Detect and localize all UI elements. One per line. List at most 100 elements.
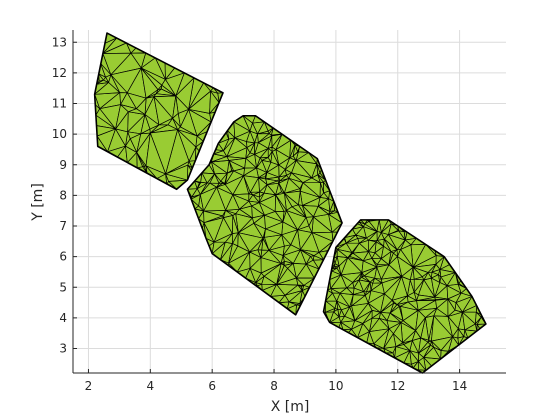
mesh-triangle: [435, 298, 449, 309]
mesh-triangle: [440, 336, 453, 352]
mesh-region-3: [322, 219, 487, 374]
mesh-triangle: [398, 230, 406, 241]
mesh-triangle: [380, 293, 393, 313]
mesh-triangle: [228, 245, 250, 264]
mesh-triangle: [401, 266, 414, 281]
mesh-triangle: [340, 274, 354, 289]
mesh-triangle: [336, 300, 342, 311]
mesh-triangle: [376, 264, 390, 280]
mesh-triangle: [145, 89, 159, 99]
x-tick-label: 12: [390, 379, 405, 393]
mesh-triangle: [352, 291, 366, 296]
mesh-triangle: [261, 275, 277, 285]
mesh-triangle: [258, 192, 277, 203]
y-tick-label: 13: [52, 35, 67, 49]
mesh-triangle: [153, 93, 177, 97]
mesh-triangle: [243, 175, 259, 193]
mesh-triangle: [296, 277, 305, 286]
mesh-triangle: [120, 104, 137, 113]
mesh-triangle: [339, 287, 354, 295]
mesh-triangle: [94, 82, 121, 95]
mesh-triangle: [203, 210, 223, 224]
y-tick-label: 7: [59, 219, 67, 233]
x-tick-label: 10: [328, 379, 343, 393]
mesh-triangle: [136, 152, 145, 168]
mesh-triangle: [418, 337, 429, 354]
mesh-triangle: [191, 188, 201, 198]
mesh-triangle: [289, 139, 296, 159]
mesh-triangle: [474, 311, 482, 325]
mesh-triangle: [325, 308, 336, 313]
mesh-triangle: [336, 248, 353, 258]
mesh-triangle: [438, 269, 442, 278]
mesh-triangle: [245, 153, 257, 169]
mesh-triangle: [275, 194, 287, 212]
mesh-triangle: [226, 156, 247, 161]
mesh-triangle: [362, 258, 378, 268]
mesh-triangle: [196, 182, 202, 190]
mesh-triangle: [213, 233, 233, 243]
mesh-triangle: [447, 292, 462, 303]
y-tick-label: 6: [59, 250, 67, 264]
mesh-triangle: [407, 295, 417, 303]
y-tick-label: 11: [52, 97, 67, 111]
mesh-triangle: [305, 216, 314, 227]
mesh-triangle: [357, 237, 367, 244]
mesh-triangle: [214, 173, 222, 184]
mesh-triangle: [257, 249, 263, 258]
mesh-triangle: [340, 315, 356, 323]
mesh-triangle: [369, 328, 390, 345]
y-tick-label: 4: [59, 311, 67, 325]
mesh-triangle: [400, 320, 416, 331]
mesh-triangle: [409, 350, 419, 365]
x-tick-label: 4: [147, 379, 155, 393]
mesh-triangle: [288, 177, 304, 189]
mesh-triangle: [220, 180, 226, 184]
mesh-triangle: [246, 130, 256, 144]
mesh-triangle: [249, 257, 262, 274]
mesh-region-boundary: [93, 32, 224, 191]
mesh-triangle: [452, 328, 459, 339]
mesh-triangle: [203, 217, 224, 243]
mesh-triangle: [334, 263, 340, 267]
x-tick-label: 14: [452, 379, 467, 393]
mesh-triangle: [264, 228, 283, 238]
mesh-triangle: [265, 176, 280, 182]
y-tick-label: 12: [52, 66, 67, 80]
mesh-triangle: [412, 266, 429, 278]
mesh-triangle: [286, 172, 292, 179]
mesh-triangle: [351, 320, 364, 330]
mesh-triangle: [316, 163, 321, 176]
mesh-triangle: [328, 210, 335, 215]
y-tick-label: 9: [59, 158, 67, 172]
mesh-triangle: [395, 344, 411, 351]
mesh-triangle: [96, 79, 109, 85]
mesh-triangle: [352, 272, 363, 283]
x-tick-label: 6: [208, 379, 216, 393]
y-tick-label: 5: [59, 280, 67, 294]
mesh-triangle: [396, 239, 406, 251]
mesh-region-1: [93, 32, 224, 191]
mesh-triangle: [332, 292, 341, 302]
mesh-triangle: [413, 291, 419, 301]
mesh-triangle: [383, 333, 397, 349]
mesh-triangle: [275, 182, 282, 196]
mesh-triangle: [388, 251, 394, 266]
mesh-triangle: [317, 174, 326, 183]
mesh-triangle: [254, 142, 259, 155]
mesh-triangle: [264, 214, 284, 230]
y-axis-label: Y [m]: [30, 183, 46, 222]
mesh-triangle: [149, 124, 160, 134]
mesh-triangle: [257, 121, 269, 135]
y-tick-label: 10: [52, 127, 67, 141]
mesh-triangle: [271, 149, 280, 166]
mesh-triangle: [210, 87, 219, 94]
mesh-triangle: [362, 317, 373, 332]
mesh-triangle: [140, 67, 163, 90]
mesh-region-boundary: [322, 219, 487, 374]
mesh-triangle: [172, 95, 179, 119]
mesh-triangle: [300, 249, 320, 256]
mesh-triangle: [319, 192, 329, 200]
x-axis-label: X [m]: [271, 399, 310, 415]
mesh-triangle: [232, 194, 250, 210]
